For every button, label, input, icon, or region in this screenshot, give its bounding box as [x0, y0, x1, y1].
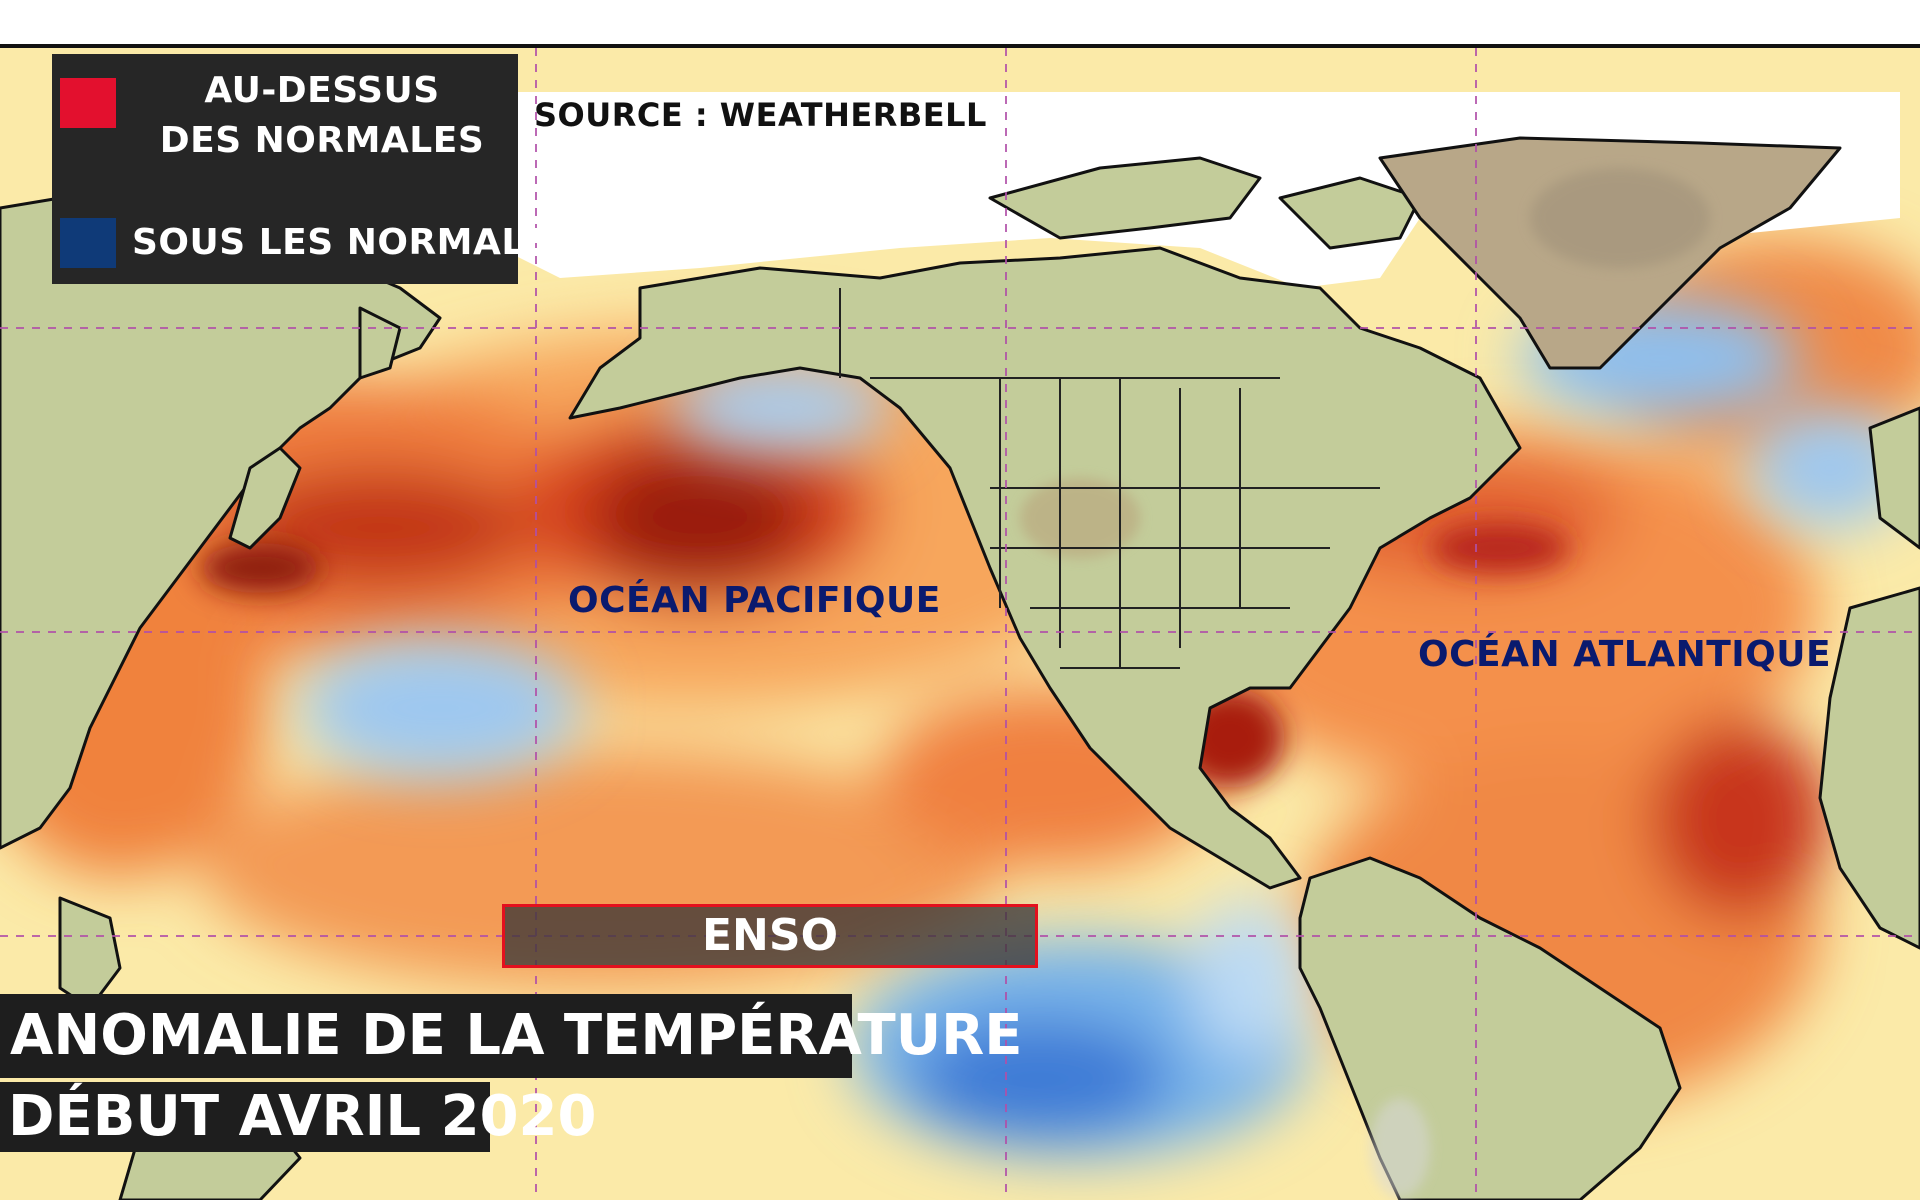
legend-below-normal-label: SOUS LES NORMALES: [132, 222, 577, 263]
top-white-band: [0, 0, 1920, 44]
source-credit: SOURCE : WEATHERBELL: [534, 96, 987, 134]
title-line-2: DÉBUT AVRIL 2020: [0, 1082, 596, 1152]
enso-region-label: ENSO: [502, 904, 1038, 968]
map-legend: AU-DESSUS DES NORMALES SOUS LES NORMALES: [52, 54, 577, 284]
political-borders: [839, 288, 1380, 669]
legend-above-normal-swatch: [60, 78, 116, 128]
africa-landmass: [1818, 586, 1920, 950]
atlantic-ocean-label: OCÉAN ATLANTIQUE: [1418, 634, 1832, 675]
land-relief: [1020, 168, 1710, 1198]
legend-above-normal-label: AU-DESSUS DES NORMALES: [159, 70, 485, 161]
title-line-1: ANOMALIE DE LA TEMPÉRATURE: [0, 994, 1023, 1078]
pacific-ocean-label: OCÉAN PACIFIQUE: [568, 580, 941, 621]
north-america-landmass: [568, 246, 1522, 890]
legend-below-normal-swatch: [60, 218, 116, 268]
